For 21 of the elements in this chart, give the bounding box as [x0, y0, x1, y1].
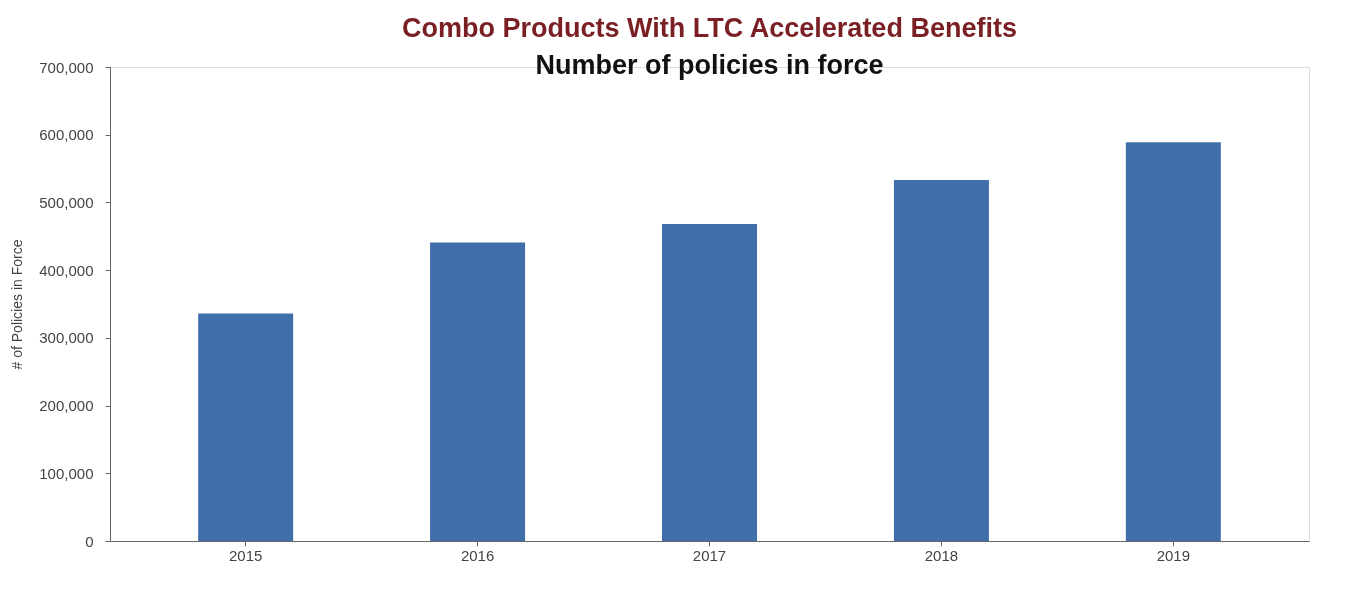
y-tick-label: 400,000 — [39, 261, 94, 279]
y-tick-label: 0 — [85, 532, 94, 550]
x-tick-label: 2017 — [692, 546, 727, 564]
bar — [662, 224, 757, 541]
y-tick-label: 500,000 — [39, 193, 94, 211]
y-tick-label: 700,000 — [39, 58, 94, 76]
y-axis-title: # of Policies in Force — [9, 239, 26, 370]
y-tick-label: 200,000 — [39, 397, 94, 415]
chart-subtitle: Number of policies in force — [535, 50, 884, 80]
x-tick-label: 2019 — [1156, 546, 1191, 564]
bar — [198, 313, 294, 541]
x-tick-label: 2015 — [228, 546, 263, 564]
y-tick-label: 300,000 — [39, 329, 94, 347]
x-tick-label: 2016 — [460, 546, 495, 564]
x-tick-label: 2018 — [924, 546, 959, 564]
bar — [430, 242, 526, 541]
chart-title: Combo Products With LTC Accelerated Benefits — [402, 13, 1017, 43]
y-tick-label: 100,000 — [39, 464, 94, 482]
y-tick-label: 600,000 — [39, 126, 94, 144]
bar — [893, 180, 989, 541]
bar — [1125, 142, 1221, 541]
